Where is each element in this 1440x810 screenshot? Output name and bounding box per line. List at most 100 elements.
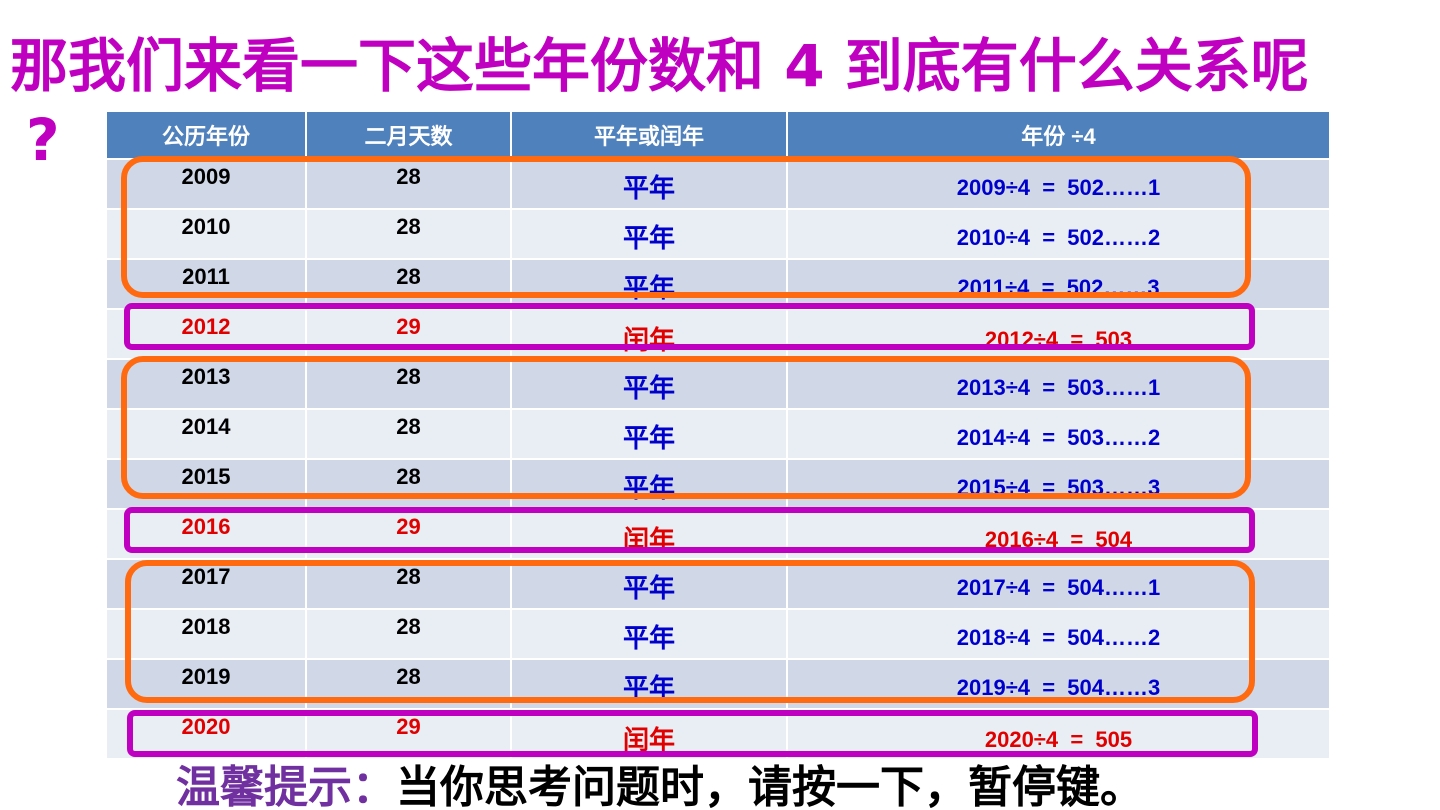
division-cell-text: 2016÷4 = 504 <box>984 527 1133 552</box>
year-cell: 2014 <box>107 409 307 460</box>
tip-text: 当你思考问题时，请按一下，暂停键。 <box>396 762 1144 810</box>
division-cell: 2018÷4 = 504……2 <box>787 609 1329 660</box>
feb-days-cell-text: 28 <box>396 164 421 189</box>
year-cell-text: 2010 <box>181 214 231 239</box>
division-cell-text: 2019÷4 = 504……3 <box>956 675 1161 700</box>
division-cell-text: 2018÷4 = 504……2 <box>956 625 1161 650</box>
year-type-cell-text: 平年 <box>622 223 675 253</box>
year-type-cell: 闰年 <box>511 509 788 560</box>
division-cell-text: 2013÷4 = 503……1 <box>956 375 1161 400</box>
year-type-cell: 平年 <box>511 209 788 260</box>
feb-days-cell: 28 <box>306 609 512 660</box>
year-cell: 2009 <box>107 159 307 210</box>
year-cell: 2012 <box>107 309 307 360</box>
feb-days-cell-text: 28 <box>396 264 421 289</box>
year-cell-text: 2018 <box>181 614 231 639</box>
division-cell: 2010÷4 = 502……2 <box>787 209 1329 260</box>
division-cell: 2012÷4 = 503 <box>787 309 1329 360</box>
table-row: 2017 28 平年 2017÷4 = 504……1 <box>107 559 1329 610</box>
table-row: 2018 28 平年 2018÷4 = 504……2 <box>107 609 1329 660</box>
division-cell-text: 2009÷4 = 502……1 <box>956 175 1161 200</box>
feb-days-cell: 28 <box>306 359 512 410</box>
table-row: 2010 28 平年 2010÷4 = 502……2 <box>107 209 1329 260</box>
year-table: 公历年份 二月天数 平年或闰年 年份 ÷4 2009 28 平年 2009÷4 = 5… <box>107 112 1329 760</box>
year-type-cell-text: 平年 <box>622 273 675 303</box>
year-cell: 2010 <box>107 209 307 260</box>
division-cell: 2020÷4 = 505 <box>787 709 1329 760</box>
year-type-cell-text: 闰年 <box>622 325 675 355</box>
year-cell: 2011 <box>107 259 307 310</box>
year-type-cell-text: 平年 <box>622 473 675 503</box>
year-type-cell-text: 平年 <box>622 423 675 453</box>
year-cell-text: 2019 <box>181 664 231 689</box>
year-type-cell: 平年 <box>511 259 788 310</box>
year-type-cell: 闰年 <box>511 309 788 360</box>
table-row: 2014 28 平年 2014÷4 = 503……2 <box>107 409 1329 460</box>
feb-days-cell-text: 28 <box>396 564 421 589</box>
table-row: 2012 29 闰年 2012÷4 = 503 <box>107 309 1329 360</box>
header-year: 公历年份 <box>107 112 307 160</box>
slide-title: 那我们来看一下这些年份数和 4 到底有什么关系呢 <box>10 32 1309 100</box>
feb-days-cell-text: 28 <box>396 614 421 639</box>
year-type-cell: 闰年 <box>511 709 788 760</box>
table-header-row: 公历年份 二月天数 平年或闰年 年份 ÷4 <box>107 112 1329 160</box>
year-cell-text: 2011 <box>182 264 230 289</box>
feb-days-cell: 28 <box>306 459 512 510</box>
table-row: 2020 29 闰年 2020÷4 = 505 <box>107 709 1329 760</box>
year-type-cell: 平年 <box>511 409 788 460</box>
division-cell-text: 2011÷4 = 502……3 <box>957 275 1160 300</box>
header-divide-by-four: 年份 ÷4 <box>787 112 1329 160</box>
year-table-container: 公历年份 二月天数 平年或闰年 年份 ÷4 2009 28 平年 2009÷4 = 5… <box>107 112 1329 762</box>
feb-days-cell: 28 <box>306 259 512 310</box>
feb-days-cell: 28 <box>306 209 512 260</box>
division-cell: 2019÷4 = 504……3 <box>787 659 1329 710</box>
year-cell-text: 2016 <box>181 514 231 539</box>
feb-days-cell: 28 <box>306 409 512 460</box>
year-type-cell-text: 平年 <box>622 623 675 653</box>
tip-line: 温馨提示：当你思考问题时，请按一下，暂停键。 <box>176 758 1144 810</box>
division-cell: 2011÷4 = 502……3 <box>787 259 1329 310</box>
feb-days-cell: 29 <box>306 709 512 760</box>
year-cell: 2016 <box>107 509 307 560</box>
year-type-cell-text: 平年 <box>622 673 675 703</box>
year-type-cell-text: 平年 <box>622 573 675 603</box>
year-cell-text: 2013 <box>181 364 231 389</box>
feb-days-cell: 28 <box>306 159 512 210</box>
header-year-type: 平年或闰年 <box>511 112 788 160</box>
feb-days-cell: 29 <box>306 509 512 560</box>
year-type-cell-text: 闰年 <box>622 525 675 555</box>
year-cell: 2019 <box>107 659 307 710</box>
year-type-cell: 平年 <box>511 559 788 610</box>
division-cell: 2014÷4 = 503……2 <box>787 409 1329 460</box>
year-cell-text: 2015 <box>181 464 231 489</box>
division-cell-text: 2010÷4 = 502……2 <box>956 225 1161 250</box>
feb-days-cell-text: 29 <box>396 714 421 739</box>
division-cell: 2016÷4 = 504 <box>787 509 1329 560</box>
year-cell-text: 2020 <box>181 714 231 739</box>
division-cell-text: 2020÷4 = 505 <box>984 727 1133 752</box>
division-cell: 2013÷4 = 503……1 <box>787 359 1329 410</box>
slide-title-question-mark: ? <box>26 106 60 174</box>
division-cell-text: 2014÷4 = 503……2 <box>956 425 1161 450</box>
year-type-cell-text: 平年 <box>622 173 675 203</box>
year-type-cell-text: 平年 <box>622 373 675 403</box>
division-cell: 2017÷4 = 504……1 <box>787 559 1329 610</box>
year-type-cell: 平年 <box>511 159 788 210</box>
year-type-cell: 平年 <box>511 459 788 510</box>
year-cell: 2017 <box>107 559 307 610</box>
table-row: 2009 28 平年 2009÷4 = 502……1 <box>107 159 1329 210</box>
table-row: 2016 29 闰年 2016÷4 = 504 <box>107 509 1329 560</box>
division-cell-text: 2015÷4 = 503……3 <box>956 475 1161 500</box>
feb-days-cell: 28 <box>306 559 512 610</box>
header-feb-days: 二月天数 <box>306 112 512 160</box>
feb-days-cell-text: 28 <box>396 214 421 239</box>
year-cell-text: 2014 <box>181 414 231 439</box>
table-row: 2015 28 平年 2015÷4 = 503……3 <box>107 459 1329 510</box>
year-cell-text: 2017 <box>181 564 231 589</box>
year-type-cell: 平年 <box>511 609 788 660</box>
table-row: 2011 28 平年 2011÷4 = 502……3 <box>107 259 1329 310</box>
division-cell-text: 2012÷4 = 503 <box>984 327 1133 352</box>
year-type-cell: 平年 <box>511 359 788 410</box>
feb-days-cell-text: 28 <box>396 364 421 389</box>
feb-days-cell-text: 29 <box>396 514 421 539</box>
